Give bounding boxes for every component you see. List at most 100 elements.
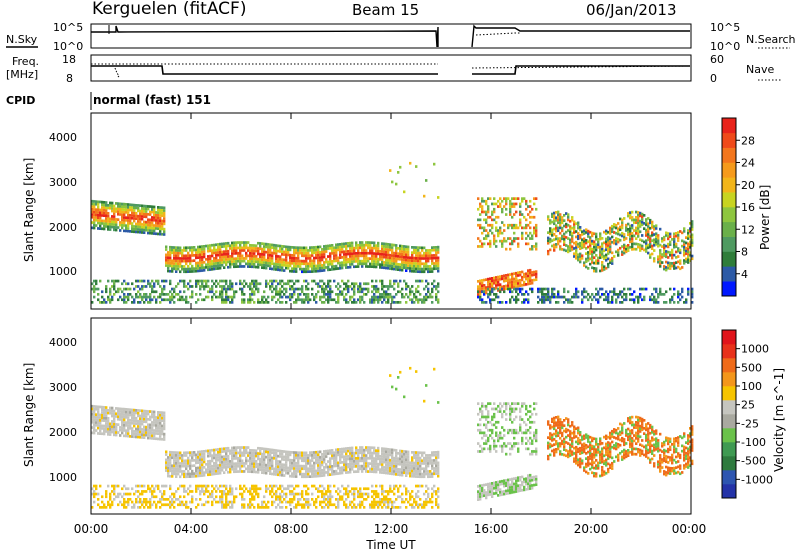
velocity-cell [121,429,124,432]
velocity-cell [315,506,318,509]
velocity-cell [123,418,126,422]
power-cell [197,261,200,265]
power-cell [245,241,248,244]
power-cell [433,264,436,268]
power-cell [509,223,512,227]
power-cell [161,279,164,283]
velocity-cell [113,422,116,426]
power-cell [157,232,160,236]
velocity-cell [95,415,98,419]
velocity-cell [91,426,94,429]
velocity-cell [179,454,182,457]
power-cell [273,262,276,266]
power-cell [561,248,564,251]
velocity-cell [203,466,206,469]
power-cell [425,251,428,255]
power-cell [181,267,184,271]
power-cell [667,234,670,238]
velocity-cell [313,464,316,468]
velocity-cell [137,425,140,428]
velocity-cell [141,417,144,421]
power-cell [163,209,166,212]
power-cell [91,301,94,304]
power-cell [651,239,654,242]
power-cell [407,258,410,262]
power-cell [233,249,236,253]
power-cell [237,257,240,260]
power-cell [175,246,178,249]
power-cell [273,251,276,255]
power-cell [219,248,222,251]
power-cell [677,249,680,253]
velocity-cell [255,484,258,488]
velocity-cell [125,500,128,504]
velocity-cell [281,468,284,472]
power-cell [243,243,246,247]
power-cell [615,242,618,246]
power-cell [111,279,114,283]
power-cell [687,287,690,291]
power-cell [371,254,374,258]
power-cell [113,207,116,210]
velocity-cell [309,459,312,462]
velocity-cell [307,456,310,460]
velocity-cell [187,492,190,496]
velocity-cell [253,449,256,452]
power-cell [529,282,532,285]
power-cell [181,265,184,268]
power-cell [329,262,332,266]
power-cell [415,165,418,168]
power-cell [329,295,332,299]
power-cell [313,270,316,273]
power-cell [217,259,220,262]
power-cell [345,258,348,261]
power-cell [177,254,180,258]
power-cell [427,290,430,294]
velocity-cell [205,484,208,488]
power-cell [487,295,490,299]
velocity-cell [267,506,270,509]
velocity-cell [109,427,112,431]
velocity-cell [289,503,292,507]
power-cell [209,260,212,263]
velocity-cell [217,469,220,473]
power-cell [257,265,260,269]
power-cell [171,295,174,299]
velocity-cell [111,503,114,507]
power-cell [549,295,552,299]
power-cell [275,293,278,296]
power-cell [375,244,378,247]
power-cell [291,287,294,291]
power-cell [393,282,396,286]
power-cell [253,282,256,286]
velocity-cell [277,495,280,499]
velocity-cell [101,432,104,436]
power-cell [407,264,410,267]
power-cell [231,241,234,245]
velocity-cell [319,455,322,459]
power-cell [423,265,426,268]
power-cell [225,282,228,286]
power-cell [663,254,666,258]
velocity-cell [235,467,238,471]
velocity-cell [103,427,106,430]
velocity-cell [123,407,126,411]
power-cell [131,301,134,304]
power-cell [271,243,274,247]
power-cell [547,218,550,221]
velocity-cell [247,464,250,468]
power-cell [401,263,404,267]
power-cell [405,282,408,286]
velocity-cell [255,460,258,463]
power-cell [249,298,252,302]
power-cell [221,295,224,299]
power-cell [563,237,566,241]
power-cell [317,290,320,294]
velocity-cell [93,413,96,416]
power-cell [671,262,674,265]
power-cell [217,248,220,252]
power-cell [147,213,150,216]
power-cell [663,293,666,296]
power-cell [253,254,256,258]
power-cell [515,274,518,278]
